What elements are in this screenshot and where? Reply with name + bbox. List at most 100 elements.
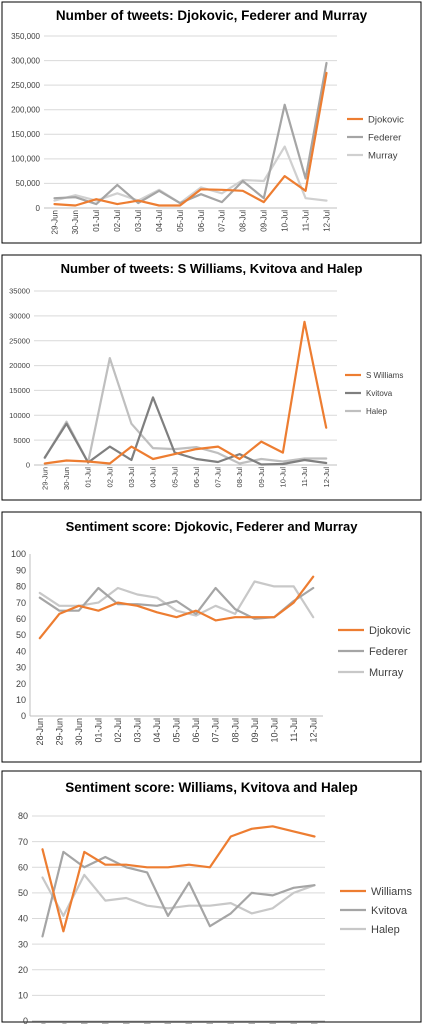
- y-tick-label: 60: [18, 862, 28, 872]
- legend-label-kvitova: Kvitova: [371, 905, 408, 917]
- y-tick-label: 150,000: [11, 130, 40, 139]
- legend-label-williams: Williams: [371, 886, 412, 898]
- y-tick-label: 200,000: [11, 106, 40, 115]
- x-tick-label: 12-Jul: [322, 210, 331, 232]
- x-tick-label: 10-Jul: [280, 210, 289, 232]
- series-line-djokovic: [38, 575, 315, 640]
- x-tick-label: 01-Jul: [92, 210, 101, 232]
- x-tick-label: 30-Jun: [62, 467, 71, 490]
- y-tick-label: 20: [16, 679, 26, 689]
- legend-label-murray: Murray: [369, 667, 404, 679]
- series-line-kvitova: [41, 850, 316, 938]
- x-tick-label: 11-Jul: [289, 718, 299, 742]
- x-tick-label: 10-Jul: [269, 718, 279, 743]
- chart-sentiment-women: Sentiment score: Williams, Kvitova and H…: [1, 770, 422, 1024]
- y-tick-label: 300,000: [11, 56, 40, 65]
- x-tick-label: 29-Jun: [50, 210, 59, 234]
- x-tick-label: 01-Jul: [94, 718, 104, 743]
- y-tick-label: 60: [16, 614, 26, 624]
- x-tick-label: 28-Jun: [35, 718, 45, 746]
- x-tick-label: 11-Jul: [301, 210, 310, 231]
- y-tick-label: 50: [16, 630, 26, 640]
- chart-frame: [1, 511, 422, 763]
- x-tick-label: 10-Jul: [279, 467, 288, 488]
- x-tick-label: 05-Jul: [170, 467, 179, 488]
- x-tick-label: 02-Jul: [113, 210, 122, 232]
- x-tick-label: 08-Jul: [230, 718, 240, 743]
- y-tick-label: 20000: [9, 361, 30, 370]
- chart-title: Number of tweets: Djokovic, Federer and …: [56, 8, 368, 23]
- chart-frame: [1, 770, 422, 1023]
- y-tick-label: 20: [18, 965, 28, 975]
- chart-tweets-women: Number of tweets: S Williams, Kvitova an…: [1, 254, 422, 501]
- series-line-halep: [43, 356, 328, 465]
- x-tick-label: 06-Jul: [192, 467, 201, 488]
- chart-panel-tweets-men: Number of tweets: Djokovic, Federer and …: [0, 0, 423, 245]
- x-tick-label: 29-Jun: [40, 467, 49, 490]
- x-tick-label: 09-Jul: [250, 718, 260, 743]
- legend-label-s-williams: S Williams: [366, 371, 403, 380]
- x-tick-label: 03-Jul: [134, 210, 143, 232]
- x-tick-label: 03-Jul: [133, 718, 143, 743]
- y-tick-label: 10000: [9, 411, 30, 420]
- chart-title: Sentiment score: Williams, Kvitova and H…: [65, 780, 357, 795]
- x-tick-label: 30-Jun: [74, 718, 84, 746]
- y-tick-label: 0: [21, 711, 26, 721]
- chart-panel-tweets-women: Number of tweets: S Williams, Kvitova an…: [0, 253, 423, 502]
- series-line-williams: [41, 825, 316, 933]
- x-tick-label: 04-Jul: [155, 210, 164, 232]
- chart-tweets-men: Number of tweets: Djokovic, Federer and …: [1, 1, 422, 244]
- y-tick-label: 100: [11, 549, 26, 559]
- chart-sentiment-men: Sentiment score: Djokovic, Federer and M…: [1, 511, 422, 763]
- x-tick-label: 11-Jul: [300, 467, 309, 487]
- y-tick-label: 30: [16, 663, 26, 673]
- x-tick-label: 09-Jul: [257, 467, 266, 488]
- chart-frame: [1, 1, 422, 244]
- y-tick-label: 5000: [13, 436, 30, 445]
- x-tick-label: 09-Jul: [260, 210, 269, 232]
- y-tick-label: 35000: [9, 287, 30, 296]
- y-tick-label: 80: [18, 811, 28, 821]
- series-line-halep: [41, 873, 316, 917]
- y-tick-label: 25000: [9, 336, 30, 345]
- series-line-kvitova: [43, 396, 328, 466]
- x-tick-label: 06-Jul: [191, 718, 201, 743]
- x-tick-label: 02-Jul: [105, 467, 114, 488]
- y-tick-label: 10: [18, 991, 28, 1001]
- x-tick-label: 06-Jul: [197, 210, 206, 232]
- x-tick-label: 08-Jul: [239, 210, 248, 232]
- x-tick-label: 12-Jul: [322, 467, 331, 488]
- y-tick-label: 0: [36, 204, 41, 213]
- y-tick-label: 30: [18, 939, 28, 949]
- legend-label-halep: Halep: [366, 407, 387, 416]
- y-tick-label: 90: [16, 565, 26, 575]
- x-tick-label: 07-Jul: [211, 718, 221, 743]
- x-tick-label: 29-Jun: [54, 718, 64, 746]
- y-tick-label: 50,000: [16, 179, 41, 188]
- x-tick-label: 05-Jul: [176, 210, 185, 232]
- legend-label-murray: Murray: [368, 150, 398, 161]
- chart-title: Number of tweets: S Williams, Kvitova an…: [61, 261, 363, 276]
- y-tick-label: 70: [18, 837, 28, 847]
- x-tick-label: 03-Jul: [127, 467, 136, 488]
- legend-label-djokovic: Djokovic: [369, 625, 411, 637]
- y-tick-label: 100,000: [11, 155, 40, 164]
- legend-label-federer: Federer: [368, 132, 401, 143]
- legend-label-federer: Federer: [369, 646, 408, 658]
- y-tick-label: 80: [16, 582, 26, 592]
- legend-label-halep: Halep: [371, 924, 400, 936]
- y-tick-label: 250,000: [11, 81, 40, 90]
- series-line-s-williams: [43, 320, 328, 465]
- y-tick-label: 350,000: [11, 32, 40, 41]
- x-tick-label: 07-Jul: [214, 467, 223, 488]
- y-tick-label: 40: [16, 646, 26, 656]
- x-tick-label: 01-Jul: [84, 467, 93, 488]
- y-tick-label: 0: [23, 1016, 28, 1024]
- y-tick-label: 10: [16, 695, 26, 705]
- legend-label-kvitova: Kvitova: [366, 389, 393, 398]
- y-tick-label: 15000: [9, 386, 30, 395]
- x-tick-label: 30-Jun: [71, 210, 80, 234]
- x-tick-label: 12-Jul: [308, 718, 318, 743]
- chart-frame: [1, 254, 422, 501]
- x-tick-label: 08-Jul: [235, 467, 244, 488]
